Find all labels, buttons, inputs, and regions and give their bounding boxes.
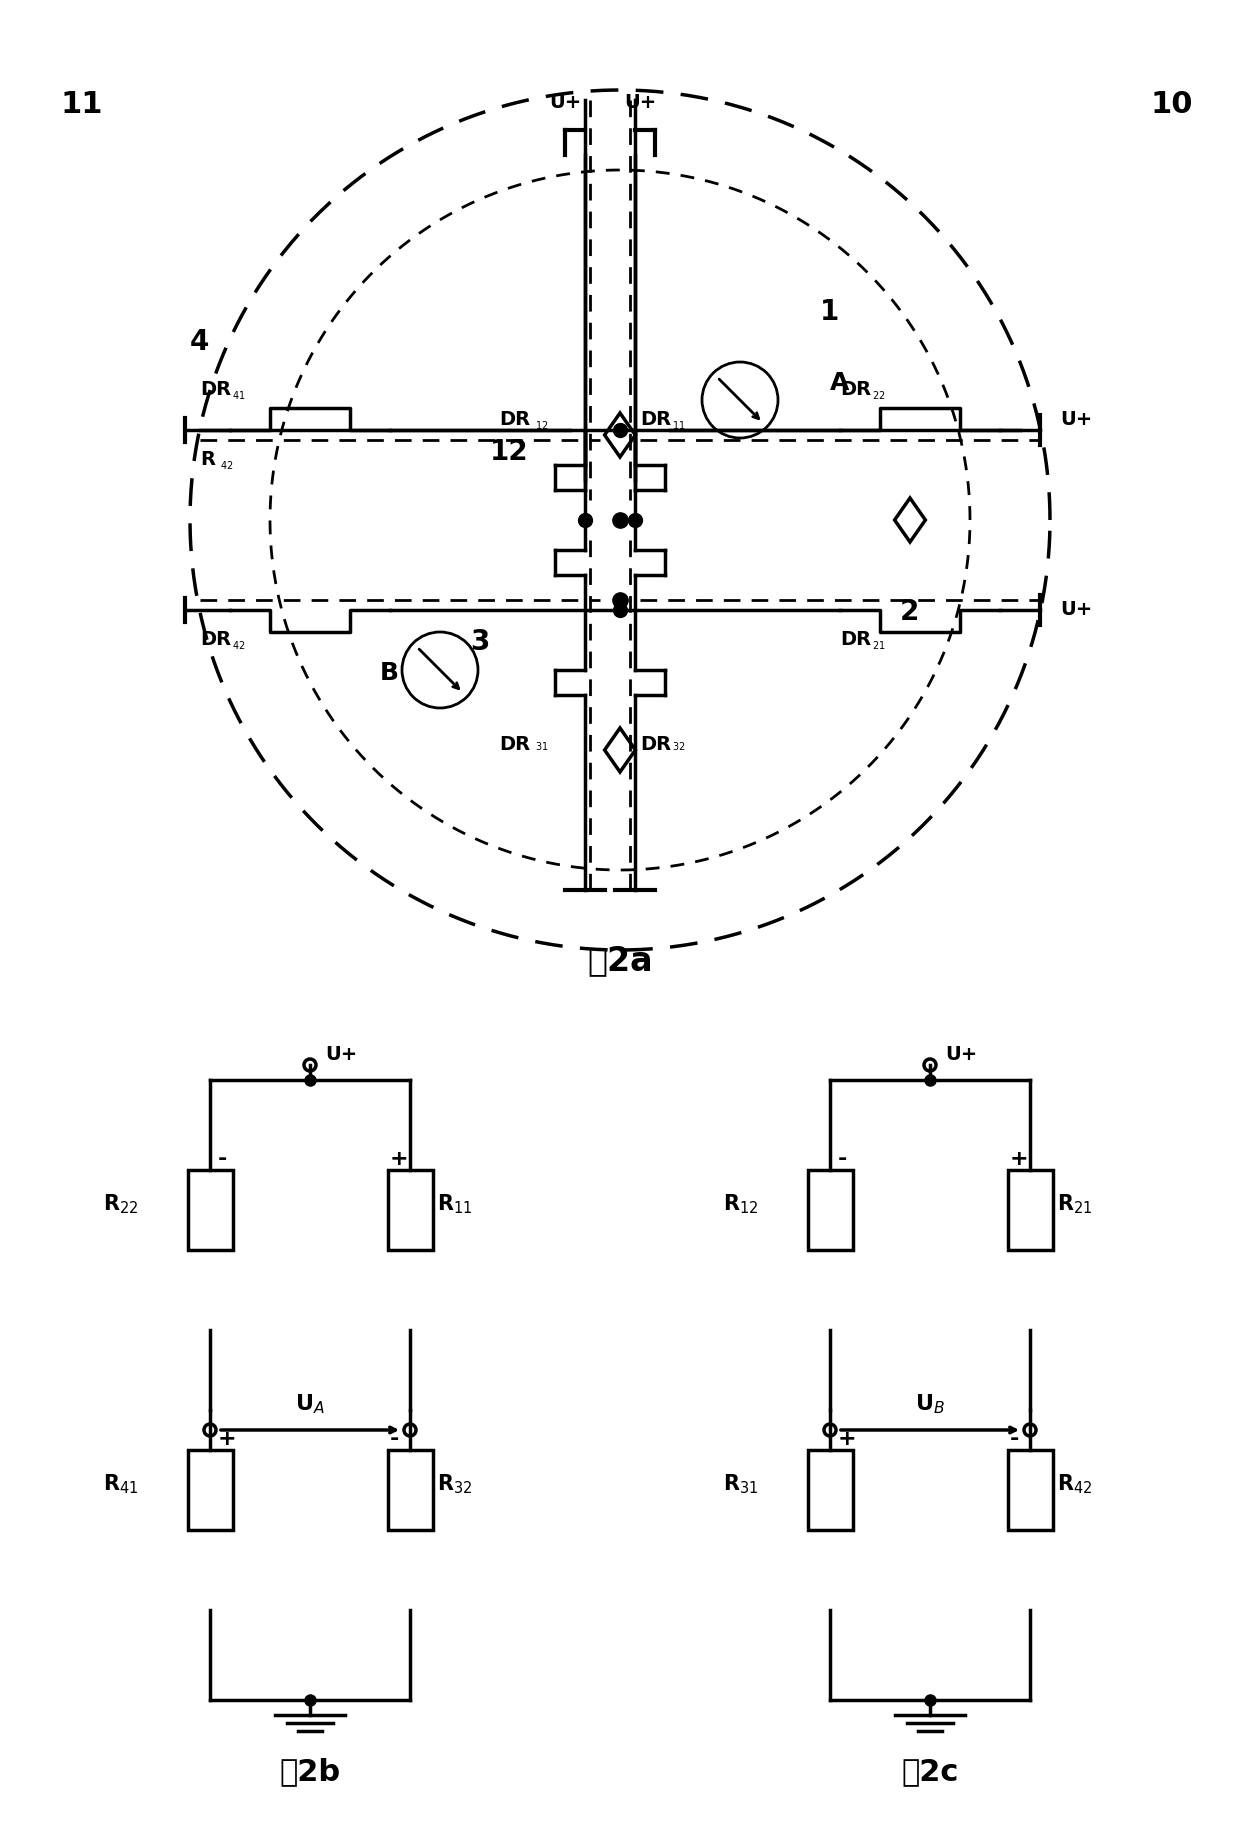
- Text: 11: 11: [60, 90, 103, 120]
- Text: U$_A$: U$_A$: [295, 1392, 325, 1416]
- Text: DR: DR: [839, 380, 872, 398]
- Text: 图2a: 图2a: [588, 944, 652, 977]
- Text: 10: 10: [1149, 90, 1193, 120]
- Text: $_{41}$: $_{41}$: [232, 389, 246, 402]
- Text: -: -: [391, 1429, 399, 1449]
- Text: 图2c: 图2c: [901, 1757, 959, 1787]
- Text: +: +: [218, 1429, 237, 1449]
- Text: +: +: [838, 1429, 857, 1449]
- Text: U+: U+: [624, 92, 656, 112]
- Text: 1: 1: [820, 299, 839, 326]
- Bar: [808, 1449, 853, 1531]
- Text: $_{12}$: $_{12}$: [534, 419, 548, 431]
- Text: -: -: [218, 1149, 227, 1169]
- Text: $_{42}$: $_{42}$: [232, 638, 246, 653]
- Text: B: B: [379, 660, 399, 684]
- Bar: [808, 1169, 853, 1250]
- Text: U+: U+: [549, 92, 582, 112]
- Text: U$_B$: U$_B$: [915, 1392, 945, 1416]
- Bar: [1008, 1169, 1053, 1250]
- Text: U+: U+: [1060, 409, 1092, 430]
- Text: R$_{32}$: R$_{32}$: [436, 1472, 472, 1495]
- Text: 4: 4: [190, 328, 210, 356]
- Text: $_{42}$: $_{42}$: [219, 459, 233, 472]
- Text: R$_{22}$: R$_{22}$: [103, 1191, 138, 1215]
- Text: DR: DR: [498, 736, 529, 754]
- Text: 图2b: 图2b: [279, 1757, 341, 1787]
- Text: -: -: [1011, 1429, 1019, 1449]
- Text: DR: DR: [200, 631, 231, 649]
- Text: $_{11}$: $_{11}$: [672, 419, 686, 431]
- Text: +: +: [1011, 1149, 1029, 1169]
- Text: R$_{21}$: R$_{21}$: [1056, 1191, 1092, 1215]
- Bar: [388, 1169, 433, 1250]
- Text: $_{31}$: $_{31}$: [534, 739, 548, 754]
- Text: -: -: [838, 1149, 847, 1169]
- Text: 3: 3: [470, 629, 490, 656]
- Text: U+: U+: [1060, 599, 1092, 620]
- Text: R$_{41}$: R$_{41}$: [103, 1472, 138, 1495]
- Bar: [388, 1449, 433, 1531]
- Text: DR: DR: [498, 409, 529, 430]
- Text: $_{22}$: $_{22}$: [872, 389, 885, 402]
- Text: $_{32}$: $_{32}$: [672, 739, 686, 754]
- Text: DR: DR: [200, 380, 231, 398]
- Text: +: +: [391, 1149, 409, 1169]
- Text: 2: 2: [900, 597, 919, 625]
- Text: R$_{12}$: R$_{12}$: [723, 1191, 758, 1215]
- Bar: [188, 1169, 233, 1250]
- Bar: [188, 1449, 233, 1531]
- Text: R$_{31}$: R$_{31}$: [723, 1472, 758, 1495]
- Text: DR: DR: [640, 736, 671, 754]
- Bar: [1008, 1449, 1053, 1531]
- Text: 12: 12: [490, 439, 528, 467]
- Text: DR: DR: [640, 409, 671, 430]
- Text: U+: U+: [945, 1046, 977, 1064]
- Text: $_{21}$: $_{21}$: [872, 638, 885, 653]
- Text: U+: U+: [325, 1046, 357, 1064]
- Text: DR: DR: [839, 631, 872, 649]
- Text: R$_{42}$: R$_{42}$: [1056, 1472, 1092, 1495]
- Text: A: A: [830, 371, 849, 395]
- Text: R: R: [200, 450, 215, 468]
- Text: R$_{11}$: R$_{11}$: [436, 1191, 472, 1215]
